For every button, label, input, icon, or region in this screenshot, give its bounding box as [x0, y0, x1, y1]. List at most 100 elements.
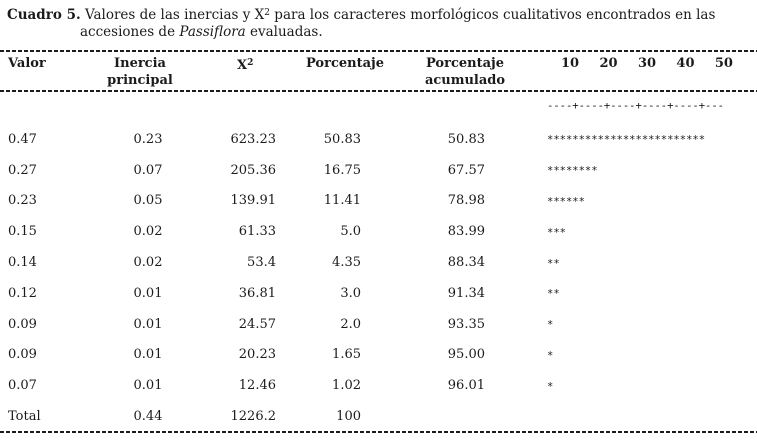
header-inercia-line2: principal [107, 73, 173, 88]
cell-chi2: 12.46 [238, 378, 276, 394]
cell-chi2: 24.57 [238, 316, 276, 332]
cell-valor: 0.47 [8, 131, 37, 147]
table-header-rule [0, 90, 757, 92]
cell-chi2: 20.23 [238, 347, 276, 363]
cell-inercia: 0.01 [133, 285, 163, 301]
header-porcentaje: Porcentaje [306, 56, 384, 71]
cell-valor: 0.15 [8, 224, 37, 240]
header-chi-squared: X2 [237, 55, 253, 74]
caption-line-1: Cuadro 5. Valores de las inercias y X2 p… [7, 5, 715, 24]
cell-chi2: 61.33 [238, 224, 276, 240]
caption-species-italic: Passiflora [179, 24, 246, 40]
cell-porcentaje: 2.0 [340, 316, 361, 332]
cell-inercia: 0.23 [133, 131, 163, 147]
cell-chi2: 36.81 [238, 285, 276, 301]
cell-valor: 0.07 [8, 378, 37, 394]
cell-bar-asterisks: * [547, 319, 554, 332]
cell-inercia: 0.01 [133, 378, 163, 394]
header-valor: Valor [8, 56, 46, 71]
cell-bar-asterisks: * [547, 349, 554, 362]
scale-label-30: 30 [637, 56, 657, 71]
scale-label-10: 10 [561, 56, 580, 71]
table-row: 0.23 0.05 139.91 11.41 78.98 ****** [0, 186, 757, 217]
scale-label-20: 20 [599, 56, 618, 71]
cell-bar-asterisks: ************************* [547, 134, 706, 147]
cell-bar-asterisks: ** [547, 288, 560, 301]
cell-valor: 0.12 [8, 285, 37, 301]
cell-inercia: 0.07 [133, 162, 163, 178]
cell-bar-asterisks: ****** [547, 195, 585, 208]
cell-chi2: 53.4 [247, 255, 276, 271]
table-header-row: Valor Inercia principal X2 Porcentaje Po… [0, 54, 757, 90]
cell-valor: 0.27 [8, 162, 37, 178]
cell-inercia: 0.05 [133, 193, 163, 209]
cell-porcentaje: 50.83 [323, 131, 361, 147]
caption-text-a: Valores de las inercias y X [80, 7, 265, 23]
table-row: 0.27 0.07 205.36 16.75 67.57 ******** [0, 155, 757, 186]
cell-porcentaje: 16.75 [323, 162, 361, 178]
cell-bar-asterisks: ******** [547, 165, 598, 178]
cell-chi2: 1226.2 [230, 409, 277, 425]
cell-valor: 0.09 [8, 347, 37, 363]
cell-bar-asterisks: ** [547, 257, 560, 270]
table-row: 0.15 0.02 61.33 5.0 83.99 *** [0, 216, 757, 247]
cell-inercia: 0.01 [133, 347, 163, 363]
header-inercia-line1: Inercia [114, 56, 166, 71]
caption-text-c: accesiones de [80, 24, 180, 40]
cell-porcentaje-acumulado: 67.57 [447, 162, 485, 178]
scale-label-40: 40 [676, 56, 695, 71]
caption-label: Cuadro 5. [7, 7, 81, 23]
header-scale-numbers: 10 20 30 40 50 [561, 55, 733, 72]
scale-label-50: 50 [714, 56, 733, 71]
cell-porcentaje: 4.35 [332, 255, 361, 271]
header-pct-acum-line2: acumulado [424, 73, 506, 88]
cell-porcentaje-acumulado: 95.00 [447, 347, 485, 363]
caption-line-2: accesiones de Passiflora evaluadas. [7, 24, 715, 41]
cell-inercia: 0.01 [133, 316, 163, 332]
cell-porcentaje-acumulado: 78.98 [447, 193, 485, 209]
table-row: 0.07 0.01 12.46 1.02 96.01 * [0, 370, 757, 401]
cell-porcentaje-acumulado: 96.01 [447, 378, 485, 394]
cell-porcentaje-acumulado: 83.99 [447, 224, 485, 240]
cell-porcentaje-acumulado: 50.83 [447, 131, 485, 147]
cell-valor: 0.09 [8, 316, 37, 332]
cell-porcentaje: 5.0 [340, 224, 361, 240]
table-row: 0.14 0.02 53.4 4.35 88.34 ** [0, 247, 757, 278]
cell-total-label: Total [8, 409, 41, 425]
table-total-row: Total 0.44 1226.2 100 [0, 401, 757, 432]
header-chi-sup: 2 [247, 58, 254, 68]
cell-porcentaje: 3.0 [340, 285, 361, 301]
cell-porcentaje-acumulado: 93.35 [447, 316, 485, 332]
table-body: 0.47 0.23 623.23 50.83 50.83 ***********… [0, 124, 757, 432]
table-caption: Cuadro 5. Valores de las inercias y X2 p… [7, 5, 715, 41]
caption-text-d: evaluadas. [245, 24, 323, 40]
cell-inercia: 0.02 [133, 255, 163, 271]
cell-porcentaje: 1.65 [332, 347, 361, 363]
cell-chi2: 205.36 [230, 162, 277, 178]
caption-superscript: 2 [264, 8, 271, 18]
table-top-rule [0, 50, 757, 52]
cell-inercia: 0.44 [133, 409, 163, 425]
cell-porcentaje: 100 [336, 409, 361, 425]
table-row: 0.09 0.01 20.23 1.65 95.00 * [0, 340, 757, 371]
cell-valor: 0.14 [8, 255, 37, 271]
cell-inercia: 0.02 [133, 224, 163, 240]
table-row: 0.12 0.01 36.81 3.0 91.34 ** [0, 278, 757, 309]
cell-porcentaje: 1.02 [332, 378, 361, 394]
cell-chi2: 623.23 [230, 131, 277, 147]
cell-porcentaje: 11.41 [323, 193, 361, 209]
cell-porcentaje-acumulado: 88.34 [447, 255, 485, 271]
caption-text-b: para los caracteres morfológicos cualita… [270, 7, 716, 23]
cell-chi2: 139.91 [230, 193, 277, 209]
cell-bar-asterisks: * [547, 380, 554, 393]
table-bottom-rule [0, 431, 757, 433]
table-row: 0.09 0.01 24.57 2.0 93.35 * [0, 309, 757, 340]
chart-axis-line: ----+----+----+----+----+--- [547, 100, 725, 112]
cell-valor: 0.23 [8, 193, 37, 209]
header-pct-acum-line1: Porcentaje [426, 56, 504, 71]
header-inercia-principal: Inercia principal [90, 55, 190, 89]
header-chi-x: X [237, 58, 248, 73]
cell-porcentaje-acumulado: 91.34 [447, 285, 485, 301]
table-row: 0.47 0.23 623.23 50.83 50.83 ***********… [0, 124, 757, 155]
